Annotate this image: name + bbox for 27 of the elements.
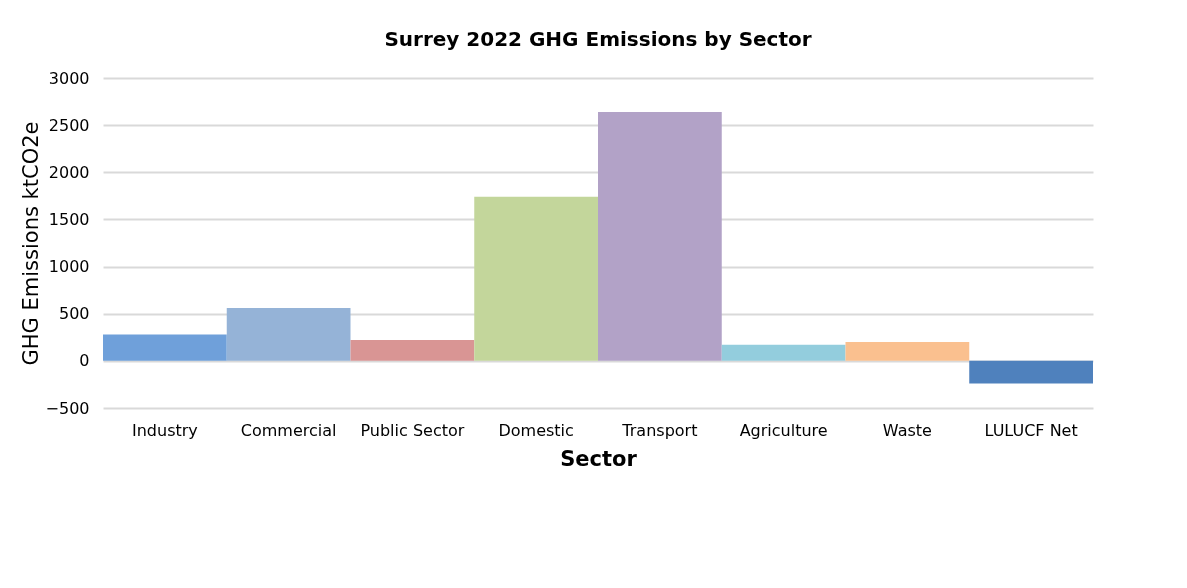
x-tick-label: Transport [621, 420, 698, 440]
bar [969, 360, 1093, 384]
bar [598, 111, 722, 361]
y-tick-label: 0 [79, 351, 90, 371]
y-tick-label: 3000 [48, 68, 90, 88]
x-tick-label: Commercial [240, 420, 337, 440]
y-tick-label: −500 [45, 398, 90, 418]
y-tick-label: 2500 [48, 115, 90, 135]
x-tick-label: Waste [882, 420, 932, 440]
bar [103, 334, 227, 361]
y-tick-label: 500 [58, 304, 90, 324]
y-tick-label: 2000 [48, 162, 90, 182]
bar [721, 344, 846, 361]
x-axis-title: Sector [560, 446, 638, 471]
y-axis-title: GHG Emissions ktCO2e [18, 121, 43, 366]
x-tick-label: Domestic [498, 420, 574, 440]
y-tick-label: 1500 [48, 209, 90, 229]
chart-title: Surrey 2022 GHG Emissions by Sector [384, 27, 812, 51]
x-tick-label: Industry [131, 420, 198, 440]
bar [474, 196, 598, 361]
x-tick-label: LULUCF Net [984, 420, 1078, 440]
bar [350, 340, 475, 361]
x-tick-label: Public Sector [360, 420, 465, 440]
bar [226, 308, 351, 361]
y-tick-label: 1000 [48, 257, 90, 277]
x-tick-label: Agriculture [739, 420, 828, 440]
bar [845, 342, 970, 361]
